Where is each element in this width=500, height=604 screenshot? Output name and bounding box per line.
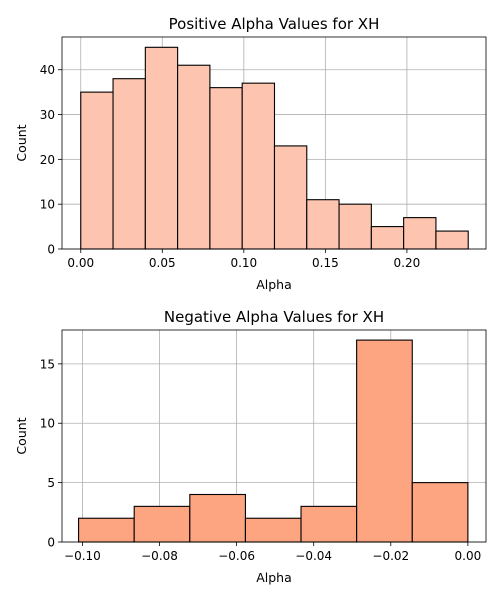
histogram-bar: [338, 203, 372, 250]
x-tick-label: −0.08: [141, 549, 178, 563]
x-tick-label: 0.10: [230, 256, 257, 270]
histogram-bar: [244, 517, 302, 543]
histogram-bar: [435, 230, 469, 250]
y-tick-label: 5: [47, 476, 55, 490]
histogram-bar: [189, 493, 246, 543]
histogram-bar: [273, 145, 308, 250]
chart-title: Positive Alpha Values for XH: [169, 15, 380, 33]
histogram-bar: [370, 226, 405, 250]
y-tick-label: 15: [40, 357, 55, 371]
histogram-bar: [356, 339, 413, 543]
x-tick-label: 0.00: [67, 256, 94, 270]
x-tick-label: 0.20: [394, 256, 421, 270]
histogram-bar: [209, 87, 243, 250]
histogram-bar: [78, 517, 135, 543]
x-axis-label: Alpha: [256, 570, 292, 585]
y-axis-label: Count: [14, 124, 29, 161]
y-tick-label: 20: [40, 153, 55, 167]
histogram-bar: [177, 64, 211, 250]
x-axis-label: Alpha: [256, 277, 292, 292]
y-tick-label: 10: [40, 417, 55, 431]
x-tick-label: 0.00: [455, 549, 482, 563]
chart-panel-2: −0.10 −0.08 −0.06 −0.04 −0.02 0.00 0 5 10 15 Negat…: [14, 308, 487, 585]
x-tick-label: −0.06: [218, 549, 255, 563]
chart-title: Negative Alpha Values for XH: [164, 308, 384, 326]
histogram-bar: [80, 91, 114, 250]
histogram-bar: [411, 482, 469, 543]
plot-frame: [61, 329, 487, 543]
histogram-bar: [300, 505, 358, 543]
y-tick-label: 0: [47, 536, 55, 550]
y-tick-label: 40: [40, 63, 55, 77]
histogram-bar: [306, 199, 340, 250]
y-tick-label: 0: [47, 243, 55, 257]
y-tick-label: 30: [40, 108, 55, 122]
x-tick-label: −0.04: [295, 549, 332, 563]
histogram-bar: [403, 217, 437, 250]
histogram-bar: [144, 46, 179, 250]
y-axis-label: Count: [14, 417, 29, 454]
x-tick-label: 0.15: [312, 256, 339, 270]
x-tick-label: −0.10: [64, 549, 101, 563]
x-tick-label: −0.02: [372, 549, 409, 563]
histogram-bar: [112, 78, 146, 250]
x-tick-label: 0.05: [149, 256, 176, 270]
histogram-bar: [133, 505, 191, 543]
histogram-bar: [241, 82, 276, 250]
y-tick-label: 10: [40, 198, 55, 212]
chart-panel-1: 0.00 0.05 0.10 0.15 0.20 0 10 20 30 40 Positive Al…: [14, 15, 487, 292]
plot-frame: [61, 36, 487, 250]
